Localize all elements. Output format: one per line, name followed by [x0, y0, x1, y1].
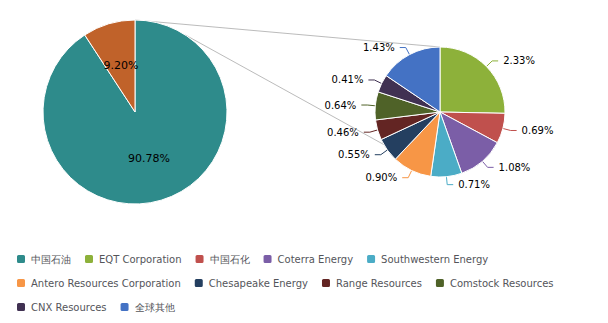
svg-text:0.46%: 0.46% — [327, 127, 359, 138]
svg-text:0.41%: 0.41% — [332, 74, 364, 85]
svg-text:中国石化: 中国石化 — [210, 254, 250, 265]
svg-text:90.78%: 90.78% — [128, 152, 170, 165]
svg-text:9.20%: 9.20% — [104, 59, 139, 72]
svg-text:Southwestern Energy: Southwestern Energy — [381, 254, 488, 265]
svg-text:Antero Resources Corporation: Antero Resources Corporation — [31, 278, 181, 289]
svg-text:0.71%: 0.71% — [458, 179, 490, 190]
svg-text:0.55%: 0.55% — [338, 149, 370, 160]
svg-text:Coterra Energy: Coterra Energy — [278, 254, 354, 265]
svg-text:2.33%: 2.33% — [503, 55, 535, 66]
svg-text:0.90%: 0.90% — [365, 172, 397, 183]
svg-text:0.64%: 0.64% — [325, 100, 357, 111]
svg-text:中国石油: 中国石油 — [31, 254, 71, 265]
svg-text:1.43%: 1.43% — [363, 42, 395, 53]
svg-text:Comstock Resources: Comstock Resources — [450, 278, 554, 289]
svg-text:0.69%: 0.69% — [522, 125, 554, 136]
svg-text:Chesapeake Energy: Chesapeake Energy — [209, 278, 308, 289]
svg-text:CNX Resources: CNX Resources — [31, 302, 107, 313]
svg-text:EQT Corporation: EQT Corporation — [99, 254, 182, 265]
svg-text:1.08%: 1.08% — [499, 162, 531, 173]
svg-text:Range Resources: Range Resources — [336, 278, 422, 289]
svg-text:全球其他: 全球其他 — [135, 302, 175, 313]
